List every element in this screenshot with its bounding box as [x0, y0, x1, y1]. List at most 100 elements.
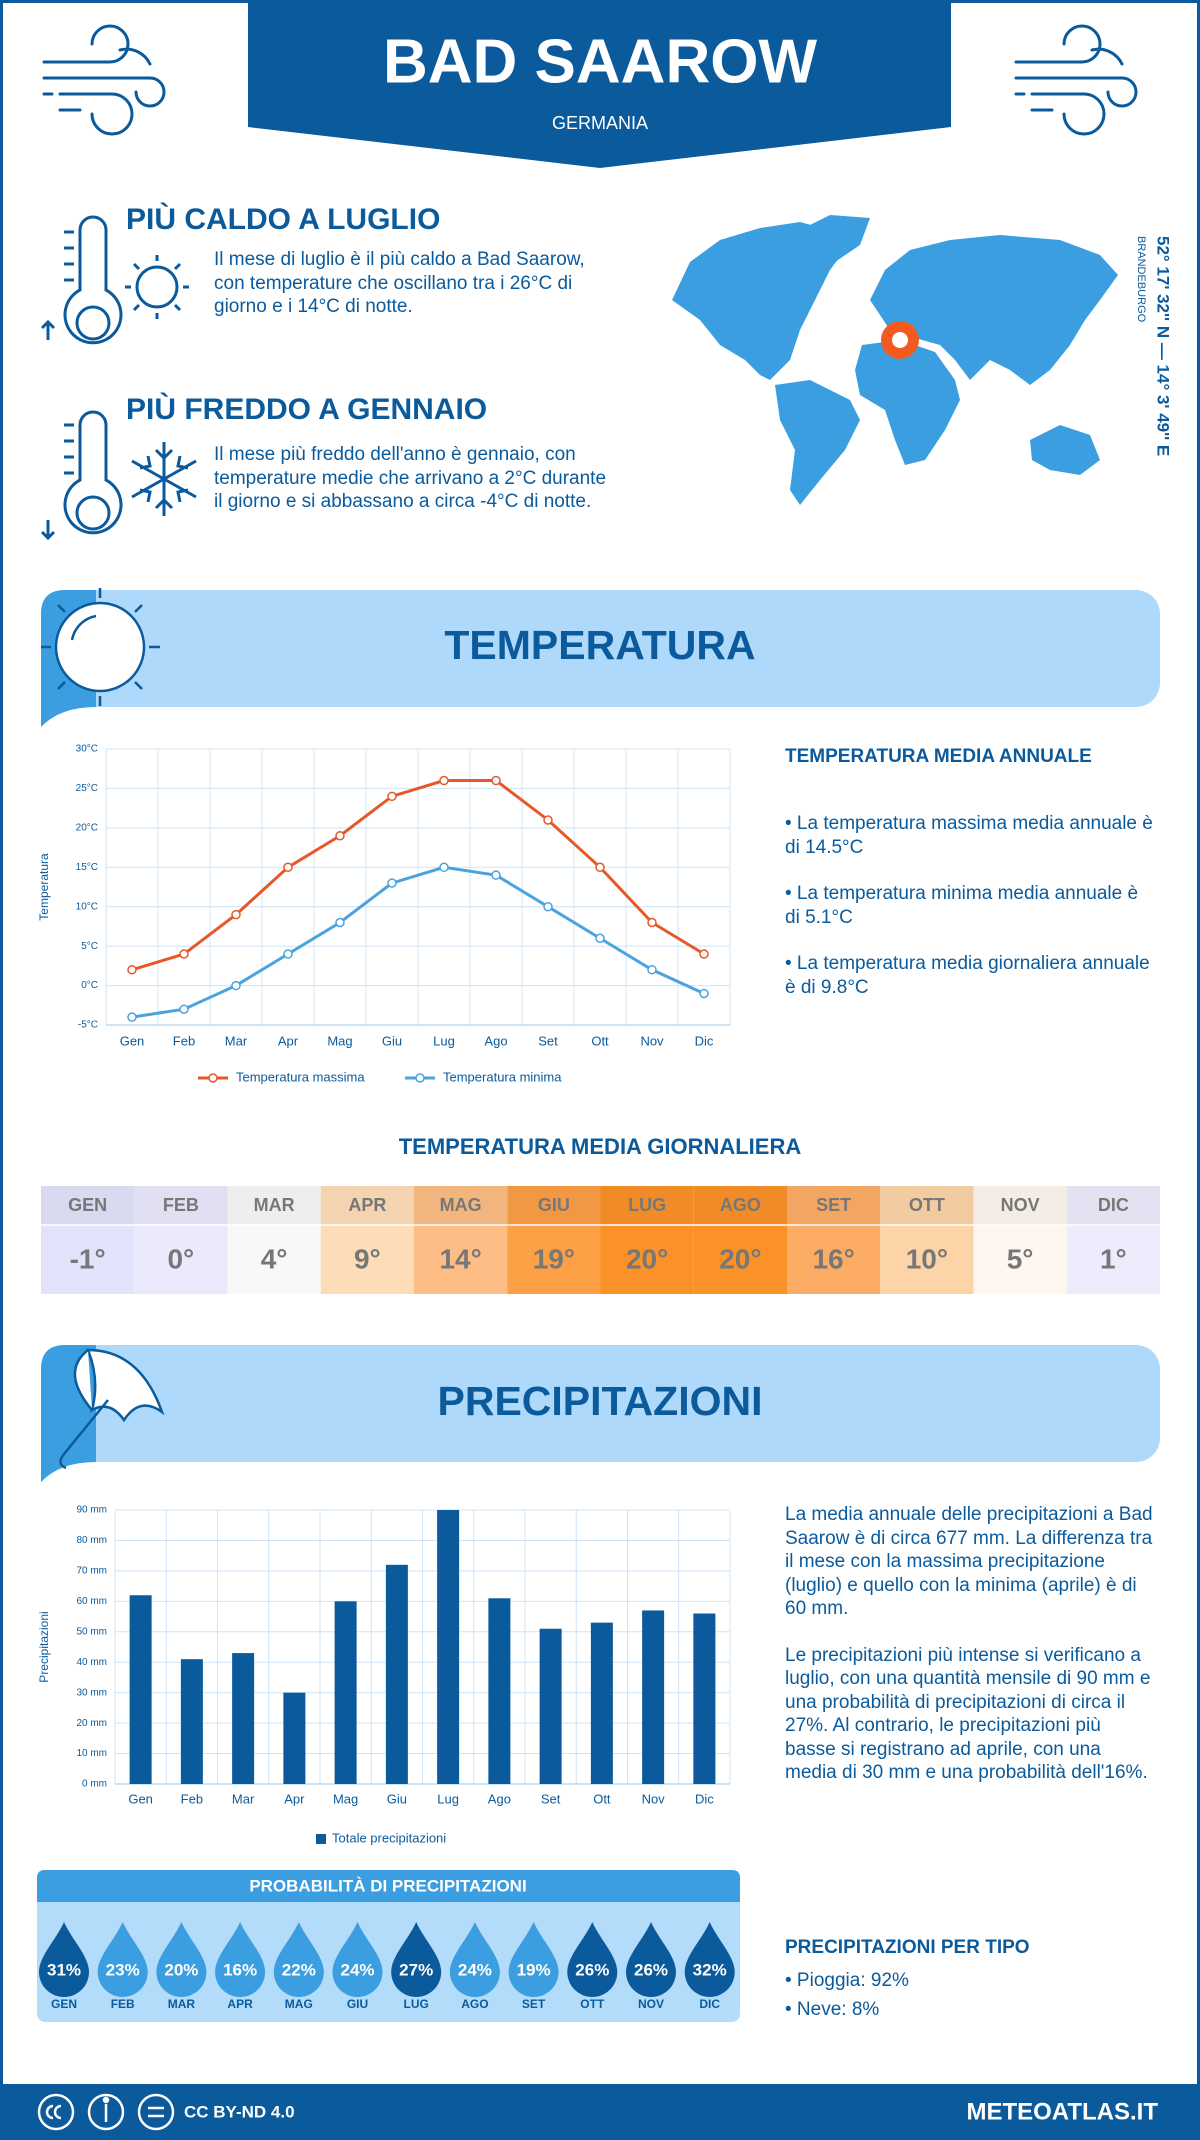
table-month: SET [816, 1195, 851, 1215]
table-value-cell [320, 1225, 414, 1294]
x-tick-label: Lug [437, 1791, 459, 1806]
drop-value: 24% [340, 1960, 374, 1979]
table-header-cell [1066, 1186, 1160, 1225]
drop-month: OTT [580, 1997, 605, 2011]
bar [283, 1692, 306, 1784]
highlight-title: PIÙ CALDO A LUGLIO [126, 202, 440, 236]
point [231, 909, 241, 920]
table-value: 20° [719, 1243, 761, 1274]
license-icons [37, 2093, 175, 2131]
table-month: MAR [254, 1195, 295, 1215]
x-tick-label: Mar [232, 1791, 255, 1806]
drop-month: NOV [638, 1997, 664, 2011]
rain-drop [97, 1922, 148, 1997]
point [699, 949, 709, 959]
y-tick-label: 5°C [81, 941, 98, 952]
x-tick-label: Giu [382, 1033, 402, 1048]
drop-value: 22% [282, 1960, 316, 1979]
location-marker-center [892, 332, 908, 348]
rain-drop [332, 1922, 383, 1997]
point [127, 965, 137, 975]
table-header-shade [1066, 1186, 1160, 1225]
y-tick-label: 90 mm [76, 1505, 107, 1516]
precipitation-summary: La media annuale delle precipitazioni a … [785, 1503, 1155, 1808]
rain-drop [567, 1922, 618, 1997]
license: CC BY-ND 4.0 [184, 2102, 295, 2121]
rain-drop [508, 1922, 559, 1997]
table-header-shade [134, 1186, 228, 1225]
table-header-cell [973, 1186, 1067, 1225]
bullet: • La temperatura minima media annuale è … [785, 883, 1139, 928]
coordinates: 52° 17' 32'' N — 14° 3' 49'' E [1154, 236, 1173, 456]
drop-value: 24% [458, 1960, 492, 1979]
drop-month: APR [227, 1997, 253, 2011]
type-item: • Pioggia: 92% [785, 1970, 909, 1991]
table-header-cell [320, 1186, 414, 1225]
drop-month: MAG [285, 1997, 313, 2011]
x-tick-label: Giu [387, 1791, 407, 1806]
y-tick-label: 25°C [76, 783, 98, 794]
drop-month: LUG [404, 1997, 429, 2011]
point [179, 949, 189, 959]
point [647, 917, 657, 928]
drop-value: 16% [223, 1960, 257, 1979]
paragraph: La media annuale delle precipitazioni a … [785, 1504, 1153, 1619]
point [491, 870, 501, 880]
point [595, 933, 605, 944]
y-tick-label: 20 mm [76, 1718, 107, 1729]
highlight-title: PIÙ FREDDO A GENNAIO [126, 392, 487, 426]
rain-drop [156, 1922, 207, 1997]
highlight-text: Il mese più freddo dell'anno è gennaio, … [214, 444, 607, 512]
rain-drop [215, 1922, 266, 1997]
table-value: 5° [1007, 1243, 1034, 1274]
x-tick-label: Mar [225, 1033, 248, 1048]
legend-marker [208, 1073, 218, 1083]
table-value: 10° [906, 1243, 948, 1274]
table-value: 0° [167, 1243, 194, 1274]
section-banner [41, 590, 1160, 707]
drop-value: 32% [693, 1960, 727, 1979]
bar [693, 1613, 716, 1784]
x-tick-label: Ago [484, 1033, 507, 1048]
table-header-cell [787, 1186, 881, 1225]
table-header-shade [227, 1186, 321, 1225]
drop-month: FEB [111, 1997, 135, 2011]
point [439, 862, 449, 873]
country: GERMANIA [552, 113, 648, 133]
x-tick-label: Dic [695, 1791, 714, 1806]
point [439, 775, 449, 786]
y-tick-label: 70 mm [76, 1566, 107, 1577]
y-tick-label: 30°C [76, 744, 98, 755]
section-title: TEMPERATURA [444, 622, 755, 668]
table-header-shade [787, 1186, 881, 1225]
legend-label: Temperatura minima [443, 1069, 562, 1084]
y-tick-label: 0 mm [82, 1779, 107, 1790]
bar [180, 1659, 203, 1784]
table-value-cell [134, 1225, 228, 1294]
rain-drop [391, 1922, 442, 1997]
site-name: METEOATLAS.IT [966, 2098, 1158, 2125]
x-tick-label: Gen [120, 1033, 145, 1048]
sun-icon [41, 588, 160, 706]
y-tick-label: 20°C [76, 822, 98, 833]
bar [232, 1653, 255, 1784]
drop-month: MAR [168, 1997, 196, 2011]
drop-value: 27% [399, 1960, 433, 1979]
bullet: • La temperatura massima media annuale è… [785, 813, 1153, 858]
table-header-shade [880, 1186, 974, 1225]
drop-month: GEN [51, 1997, 77, 2011]
table-value-cell [973, 1225, 1067, 1294]
drop-value: 20% [164, 1960, 198, 1979]
bar [129, 1595, 152, 1784]
drop-month: SET [522, 1997, 546, 2011]
y-tick-label: 10°C [76, 901, 98, 912]
table-value-cell [787, 1225, 881, 1294]
paragraph: Le precipitazioni più intense si verific… [785, 1644, 1151, 1784]
legend-label: Totale precipitazioni [332, 1830, 446, 1845]
y-tick-label: 0°C [81, 980, 98, 991]
legend-marker [415, 1073, 425, 1083]
x-tick-label: Lug [433, 1033, 455, 1048]
x-tick-label: Apr [278, 1033, 299, 1048]
table-value: 19° [533, 1243, 575, 1274]
drop-month: AGO [461, 1997, 488, 2011]
